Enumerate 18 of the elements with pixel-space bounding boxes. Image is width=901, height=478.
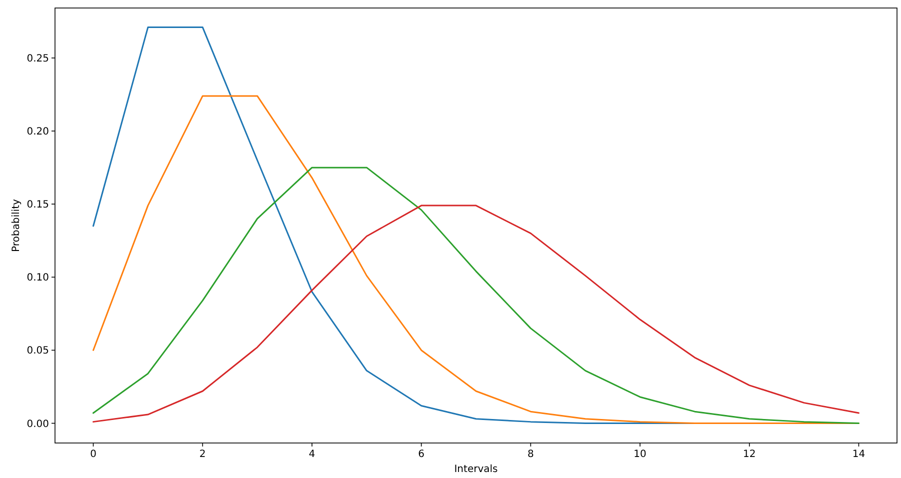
x-tick-label: 12 (743, 449, 756, 460)
y-tick-label: 0.05 (26, 346, 49, 357)
x-axis-title: Intervals (454, 464, 498, 475)
y-tick-label: 0.20 (26, 126, 49, 138)
y-tick-label: 0.15 (26, 200, 49, 211)
line-series (92, 204, 860, 423)
x-tick-label: 4 (308, 449, 316, 460)
y-axis-title: Probability (11, 198, 22, 252)
x-tick-label: 0 (90, 449, 96, 460)
x-tick-label: 14 (852, 449, 866, 460)
line-series (92, 166, 860, 424)
y-tick-label: 0.25 (26, 53, 49, 64)
x-tick-label: 6 (418, 449, 425, 460)
y-tick-label: 0.10 (26, 272, 49, 284)
x-tick-label: 2 (199, 449, 206, 460)
y-tick-label: 0.00 (26, 418, 49, 430)
x-tick-label: 8 (527, 449, 534, 460)
x-tick-label: 10 (634, 449, 646, 460)
